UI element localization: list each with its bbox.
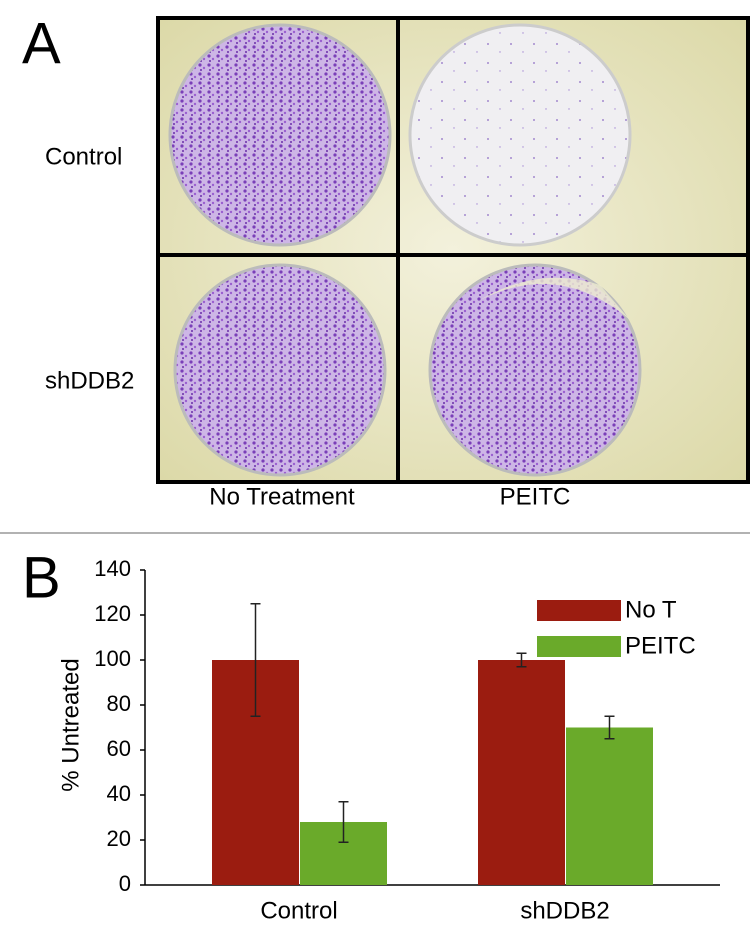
x-tick-label: shDDB2 <box>520 897 609 924</box>
y-tick-label: 100 <box>94 646 131 671</box>
plate-grid <box>156 16 750 484</box>
panel-label: A <box>22 11 61 76</box>
column-label: PEITC <box>500 483 571 510</box>
plate <box>173 263 387 477</box>
row-label: Control <box>45 143 122 170</box>
panel-label: B <box>22 545 61 610</box>
clear-area <box>480 277 630 320</box>
plate <box>408 23 632 247</box>
legend-label: PEITC <box>625 632 696 659</box>
x-tick-label: Control <box>260 897 337 924</box>
legend-label: No T <box>625 596 677 623</box>
legend-swatch <box>537 600 621 621</box>
y-tick-label: 60 <box>107 736 131 761</box>
legend-swatch <box>537 636 621 657</box>
y-tick-label: 120 <box>94 601 131 626</box>
column-label: No Treatment <box>209 483 355 510</box>
bar <box>478 660 565 885</box>
y-tick-label: 20 <box>107 826 131 851</box>
bar <box>566 727 653 885</box>
y-axis-label: % Untreated <box>57 658 84 791</box>
plate <box>428 263 642 477</box>
y-tick-label: 140 <box>94 556 131 581</box>
y-tick-label: 40 <box>107 781 131 806</box>
y-tick-label: 0 <box>119 871 131 896</box>
y-tick-label: 80 <box>107 691 131 716</box>
row-label: shDDB2 <box>45 367 134 394</box>
plate <box>168 23 392 247</box>
